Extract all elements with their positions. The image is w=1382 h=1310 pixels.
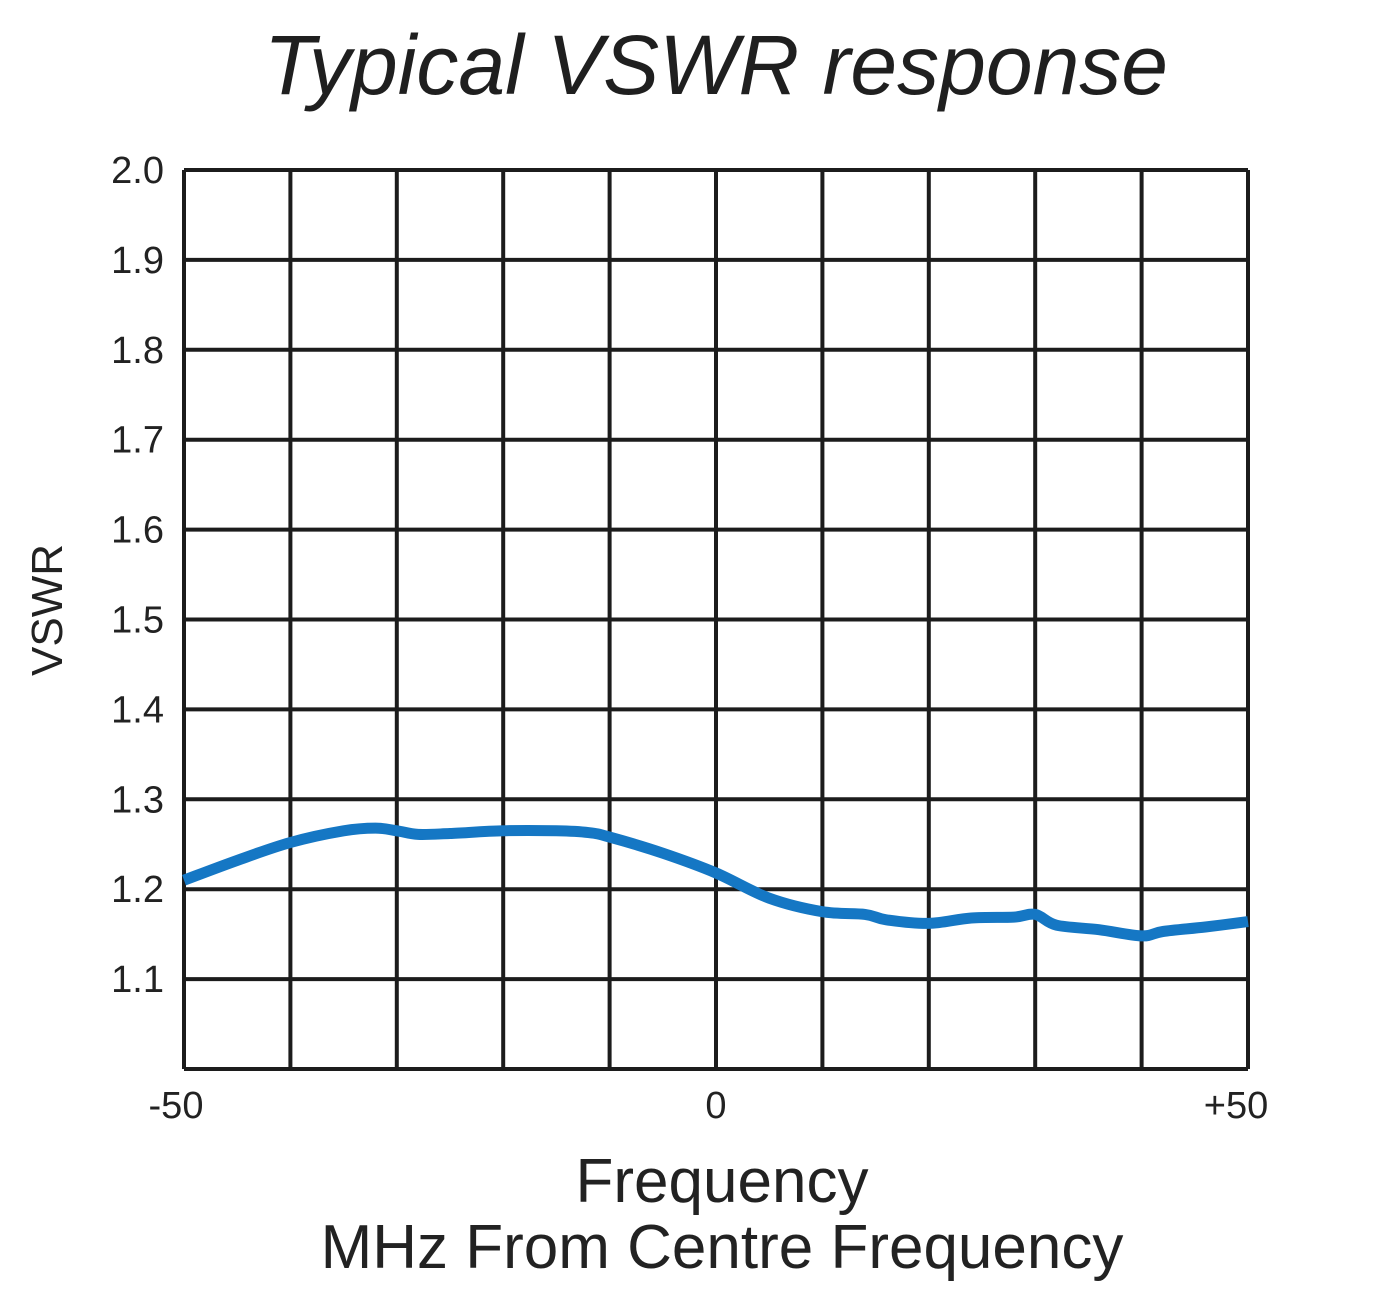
y-tick-label: 1.1 (111, 959, 164, 1001)
y-tick-label: 1.8 (111, 330, 164, 372)
y-tick-label: 2.0 (111, 150, 164, 192)
y-tick-label: 1.3 (111, 779, 164, 821)
series-layer (182, 822, 1249, 942)
grid-lines (182, 168, 1250, 1071)
x-tick-labels: -50 0 +50 (149, 1085, 1269, 1127)
x-axis-label-line2: MHz From Centre Frequency (321, 1213, 1124, 1282)
x-axis-label-line1: Frequency (576, 1147, 869, 1216)
y-tick-label: 1.4 (111, 689, 164, 731)
x-tick-label: -50 (149, 1085, 204, 1127)
vswr-series-line (182, 822, 1249, 942)
y-tick-labels: 2.0 1.9 1.8 1.7 1.6 1.5 1.4 1.3 1.2 1.1 (111, 150, 164, 1001)
y-tick-label: 1.2 (111, 869, 164, 911)
chart-title: Typical VSWR response (264, 18, 1168, 112)
y-tick-label: 1.7 (111, 420, 164, 462)
y-tick-label: 1.5 (111, 600, 164, 642)
y-axis-label: VSWR (23, 544, 72, 676)
y-tick-label: 1.9 (111, 240, 164, 282)
x-tick-label: 0 (705, 1085, 726, 1127)
x-tick-label: +50 (1204, 1085, 1268, 1127)
y-tick-label: 1.6 (111, 510, 164, 552)
